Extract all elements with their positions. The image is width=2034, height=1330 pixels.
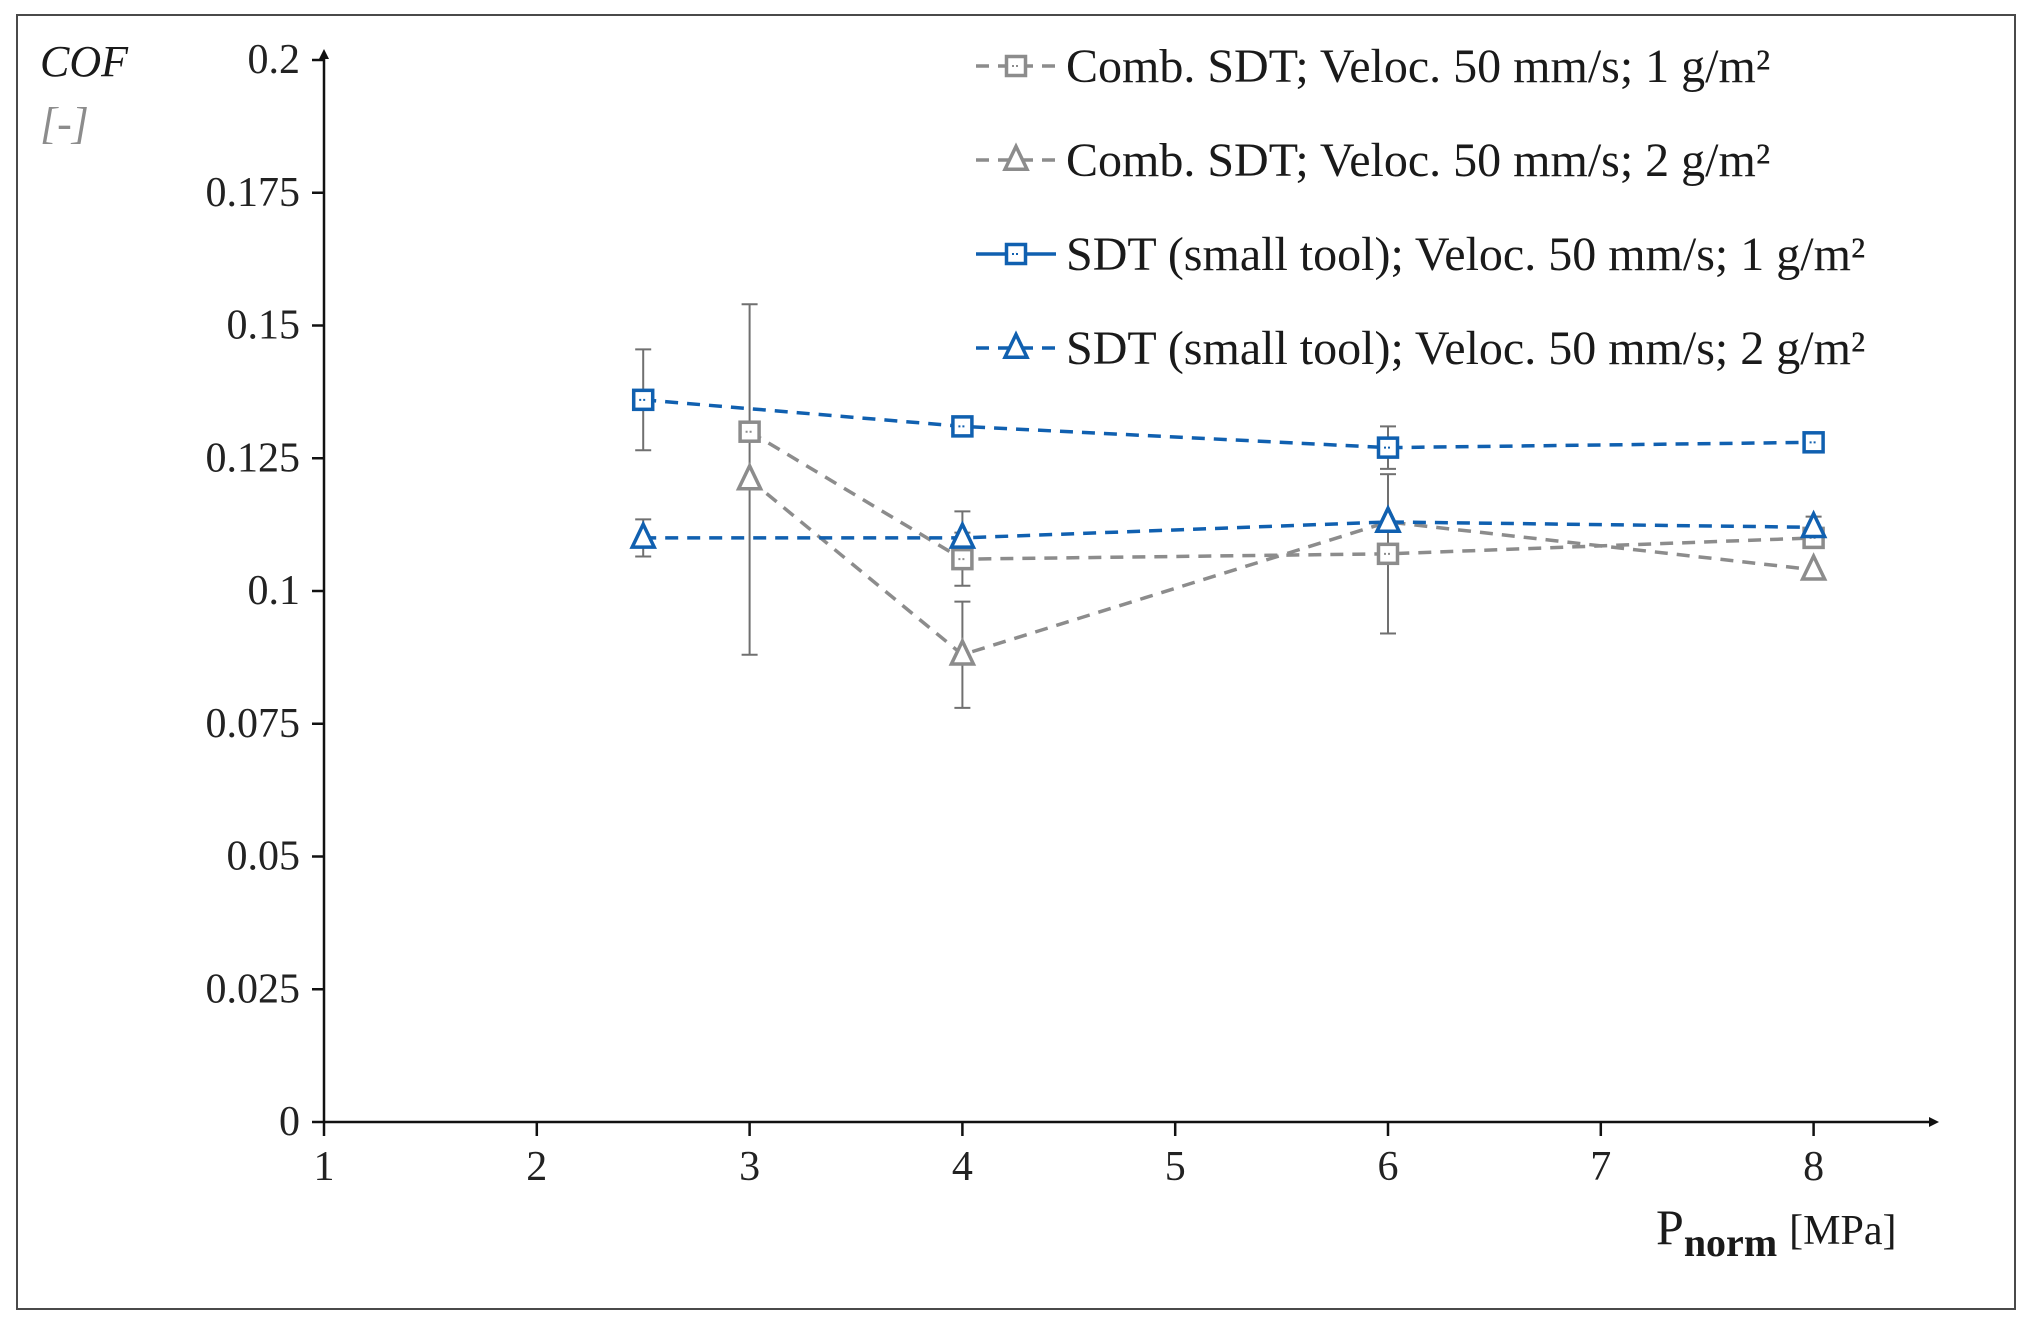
- legend-marker-4: [1002, 330, 1030, 359]
- y-tick-label: 0.075: [206, 701, 301, 747]
- line-chart: 0 0.025 0.05 0.075 0.1 0.125 0.15 0.175 0.2 1 2 3 4 5…: [40, 37, 1939, 1265]
- data-point-series-1: [738, 420, 761, 443]
- data-point-series-3: [631, 388, 655, 412]
- x-axis-label: Pnorm [MPa]: [1656, 1199, 1896, 1265]
- x-tick-label: 8: [1803, 1144, 1824, 1190]
- x-tick-label: 6: [1378, 1144, 1399, 1190]
- x-axis-label-main: P: [1656, 1199, 1684, 1255]
- data-point-series-3: [1376, 436, 1400, 459]
- series-line-1: [748, 430, 1814, 561]
- y-tick-label: 0.2: [248, 37, 301, 83]
- data-point-series-4: [1374, 504, 1402, 533]
- data-point-series-2: [948, 637, 977, 666]
- legend-label-1: Comb. SDT; Veloc. 50 mm/s; 1 g/m²: [1066, 40, 1770, 93]
- x-tick-label: 2: [526, 1144, 547, 1190]
- y-tick-label: 0.175: [206, 170, 301, 216]
- data-point-series-3: [951, 415, 974, 438]
- legend-label-3: SDT (small tool); Veloc. 50 mm/s; 1 g/m²: [1066, 228, 1865, 281]
- x-tick-label: 7: [1590, 1144, 1611, 1190]
- x-tick-label: 1: [314, 1144, 335, 1190]
- data-point-series-3: [1802, 431, 1825, 454]
- y-tick-label: 0.05: [227, 834, 301, 880]
- series-line-4: [643, 520, 1814, 540]
- data-point-series-1: [951, 547, 974, 571]
- legend-marker-1: [1004, 54, 1028, 78]
- data-point-series-4: [1799, 509, 1828, 539]
- legend-label-4: SDT (small tool); Veloc. 50 mm/s; 2 g/m²: [1066, 322, 1865, 375]
- data-point-series-2: [1799, 552, 1828, 581]
- chart-frame: 0 0.025 0.05 0.075 0.1 0.125 0.15 0.175 0.2 1 2 3 4 5…: [16, 14, 2016, 1310]
- data-point-series-1: [1376, 542, 1400, 566]
- series-line-2: [748, 478, 1814, 657]
- x-tick-label: 5: [1165, 1144, 1186, 1190]
- data-point-series-4: [629, 520, 657, 549]
- y-tick-label: 0.1: [248, 568, 301, 614]
- y-axis-label: COF: [40, 37, 129, 86]
- x-axis-label-unit: [MPa]: [1789, 1208, 1896, 1254]
- x-tick-label: 3: [739, 1144, 760, 1190]
- data-point-series-4: [948, 520, 977, 549]
- legend-label-2: Comb. SDT; Veloc. 50 mm/s; 2 g/m²: [1066, 134, 1770, 187]
- y-tick-label: 0: [279, 1099, 300, 1145]
- series-markers: [629, 388, 1828, 666]
- y-tick-label: 0.125: [206, 435, 301, 481]
- legend: Comb. SDT; Veloc. 50 mm/s; 1 g/m² Comb. S…: [976, 40, 1865, 375]
- y-axis-unit: [-]: [40, 99, 89, 148]
- axes: 0 0.025 0.05 0.075 0.1 0.125 0.15 0.175 0.2 1 2 3 4 5…: [206, 37, 1939, 1190]
- legend-marker-3: [1004, 242, 1028, 266]
- x-axis-label-subscript: norm: [1684, 1220, 1777, 1265]
- y-tick-label: 0.15: [227, 303, 301, 349]
- data-point-series-2: [735, 461, 764, 491]
- series-line-3: [643, 398, 1814, 450]
- legend-marker-2: [1002, 142, 1030, 171]
- series-lines: [643, 398, 1814, 657]
- y-tick-label: 0.025: [206, 966, 301, 1012]
- x-tick-label: 4: [952, 1144, 973, 1190]
